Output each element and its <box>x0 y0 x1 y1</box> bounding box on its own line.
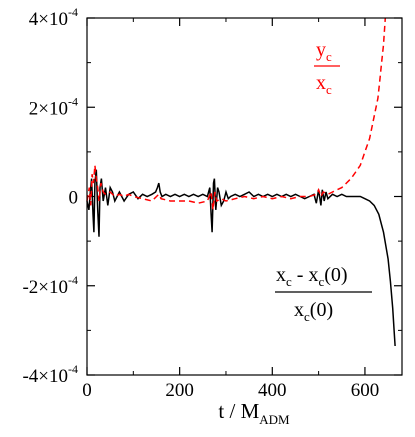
plot-frame <box>86 17 403 376</box>
annotation-xc-relative: xc - xc(0) xc(0) <box>275 264 372 324</box>
y-tick-label: 2×10-4 <box>29 94 78 119</box>
x-tick-labels: 0 200 400 600 <box>82 380 379 401</box>
axis-ticks <box>86 17 402 376</box>
x-tick-label: 0 <box>82 380 92 401</box>
y-tick-labels: 4×10-4 2×10-4 0 -2×10-4 -4×10-4 <box>22 5 78 387</box>
annotation-yc-numerator: yc <box>316 39 332 64</box>
annotation-yc-over-xc: yc xc <box>314 39 340 97</box>
x-tick-label: 400 <box>258 380 287 401</box>
series-line-xc <box>86 169 396 347</box>
annotation-xc-numerator: xc - xc(0) <box>276 264 348 289</box>
annotation-xc-denominator: xc(0) <box>294 299 333 324</box>
annotation-yc-denominator: xc <box>316 72 332 97</box>
y-tick-label: 4×10-4 <box>29 5 78 30</box>
series-layer <box>86 17 396 347</box>
y-tick-label: 0 <box>69 188 79 209</box>
y-tick-label: -2×10-4 <box>22 273 78 298</box>
series-line-yc-over-xc <box>86 17 387 210</box>
x-tick-label: 600 <box>351 380 380 401</box>
x-tick-label: 200 <box>165 380 194 401</box>
x-axis-title: t / MADM <box>218 399 290 427</box>
y-tick-label: -4×10-4 <box>22 362 78 387</box>
